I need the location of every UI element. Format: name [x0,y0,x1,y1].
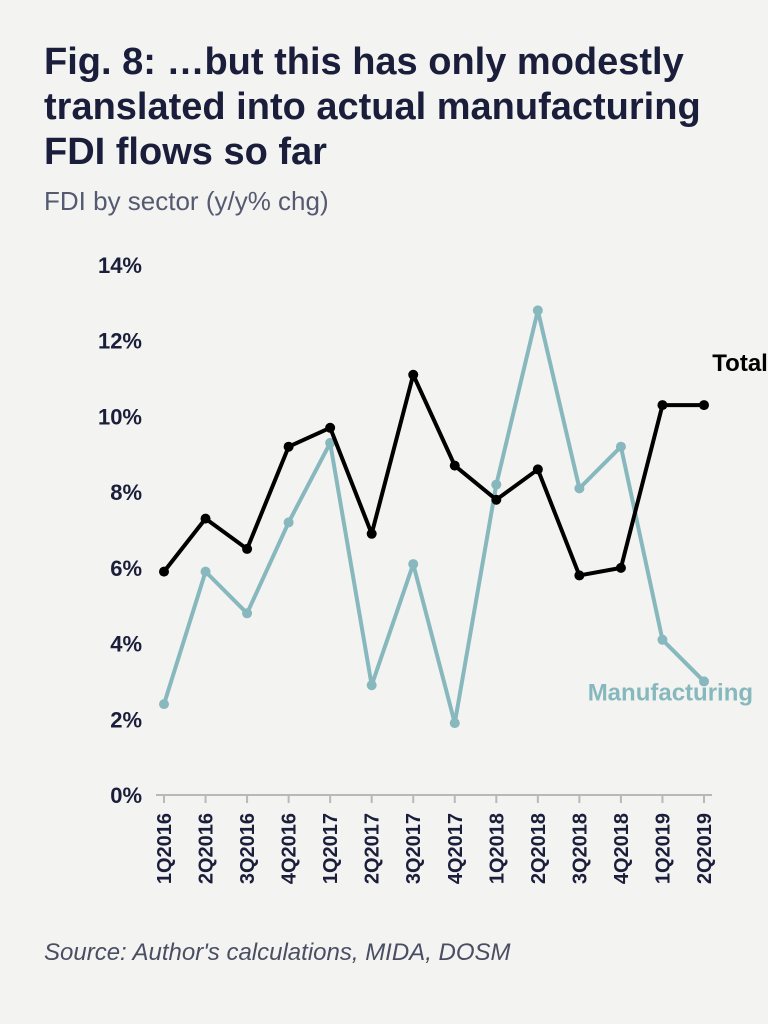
x-tick-label: 3Q2017 [403,813,425,884]
x-tick-label: 1Q2018 [486,813,508,884]
x-tick-label: 4Q2016 [279,813,301,884]
x-tick-label: 2Q2019 [694,813,716,884]
y-tick-label: 10% [98,405,142,430]
y-tick-label: 4% [110,632,142,657]
x-tick-label: 2Q2018 [528,813,550,884]
x-tick-label: 4Q2018 [611,813,633,884]
series-marker [616,563,626,573]
x-tick-label: 3Q2018 [569,813,591,884]
y-tick-label: 6% [110,556,142,581]
series-marker [201,567,211,577]
series-marker [367,529,377,539]
series-marker [450,719,460,729]
series-label-manufacturing: Manufacturing [588,680,753,707]
series-marker [159,567,169,577]
series-marker [574,484,584,494]
y-tick-label: 0% [110,783,142,808]
series-marker [325,423,335,433]
series-line-manufacturing [164,311,704,724]
series-marker [408,560,418,570]
series-marker [201,514,211,524]
series-marker [491,495,501,505]
series-marker [657,401,667,411]
series-marker [242,544,252,554]
x-tick-label: 1Q2016 [154,813,176,884]
x-tick-label: 3Q2016 [237,813,259,884]
series-marker [450,461,460,471]
y-tick-label: 2% [110,708,142,733]
series-marker [284,518,294,528]
chart-svg: 0% 2% 4% 6% 8% 10% 12% 14% 1Q2016 2Q2016 3Q2016 4Q2… [44,245,724,905]
chart-source: Source: Author's calculations, MIDA, DOS… [44,939,724,967]
x-tick-label: 2Q2016 [196,813,218,884]
series-marker [491,480,501,490]
series-marker [574,571,584,581]
x-tick-label: 1Q2019 [652,813,674,884]
y-tick-label: 8% [110,481,142,506]
y-tick-label: 12% [98,329,142,354]
series-marker [159,700,169,710]
series-marker [533,465,543,475]
line-chart: 0% 2% 4% 6% 8% 10% 12% 14% 1Q2016 2Q2016 3Q2016 4Q2… [44,245,724,905]
series-marker [657,635,667,645]
series-marker [284,442,294,452]
series-marker [699,401,709,411]
y-tick-label: 14% [98,253,142,278]
chart-subtitle: FDI by sector (y/y% chg) [44,186,724,217]
series-marker [367,681,377,691]
series-label-total: Total [712,350,768,377]
series-marker [533,306,543,316]
x-tick-label: 1Q2017 [320,813,342,884]
series-marker [408,370,418,380]
x-tick-label: 2Q2017 [362,813,384,884]
series-marker [242,609,252,619]
series-marker [616,442,626,452]
chart-title: Fig. 8: …but this has only modestly tran… [44,40,724,174]
x-tick-label: 4Q2017 [445,813,467,884]
